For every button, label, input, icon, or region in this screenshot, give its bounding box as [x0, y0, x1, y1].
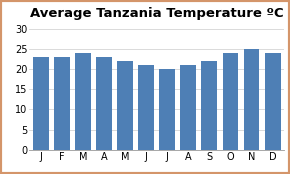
Bar: [244, 49, 260, 150]
Bar: [265, 53, 280, 150]
Bar: [117, 61, 133, 150]
Bar: [222, 53, 238, 150]
Bar: [33, 57, 48, 150]
Bar: [54, 57, 70, 150]
Bar: [202, 61, 217, 150]
Bar: [159, 69, 175, 150]
Bar: [96, 57, 112, 150]
Bar: [75, 53, 91, 150]
Bar: [138, 65, 154, 150]
Bar: [180, 65, 196, 150]
Title: Average Tanzania Temperature ºC: Average Tanzania Temperature ºC: [30, 7, 283, 20]
